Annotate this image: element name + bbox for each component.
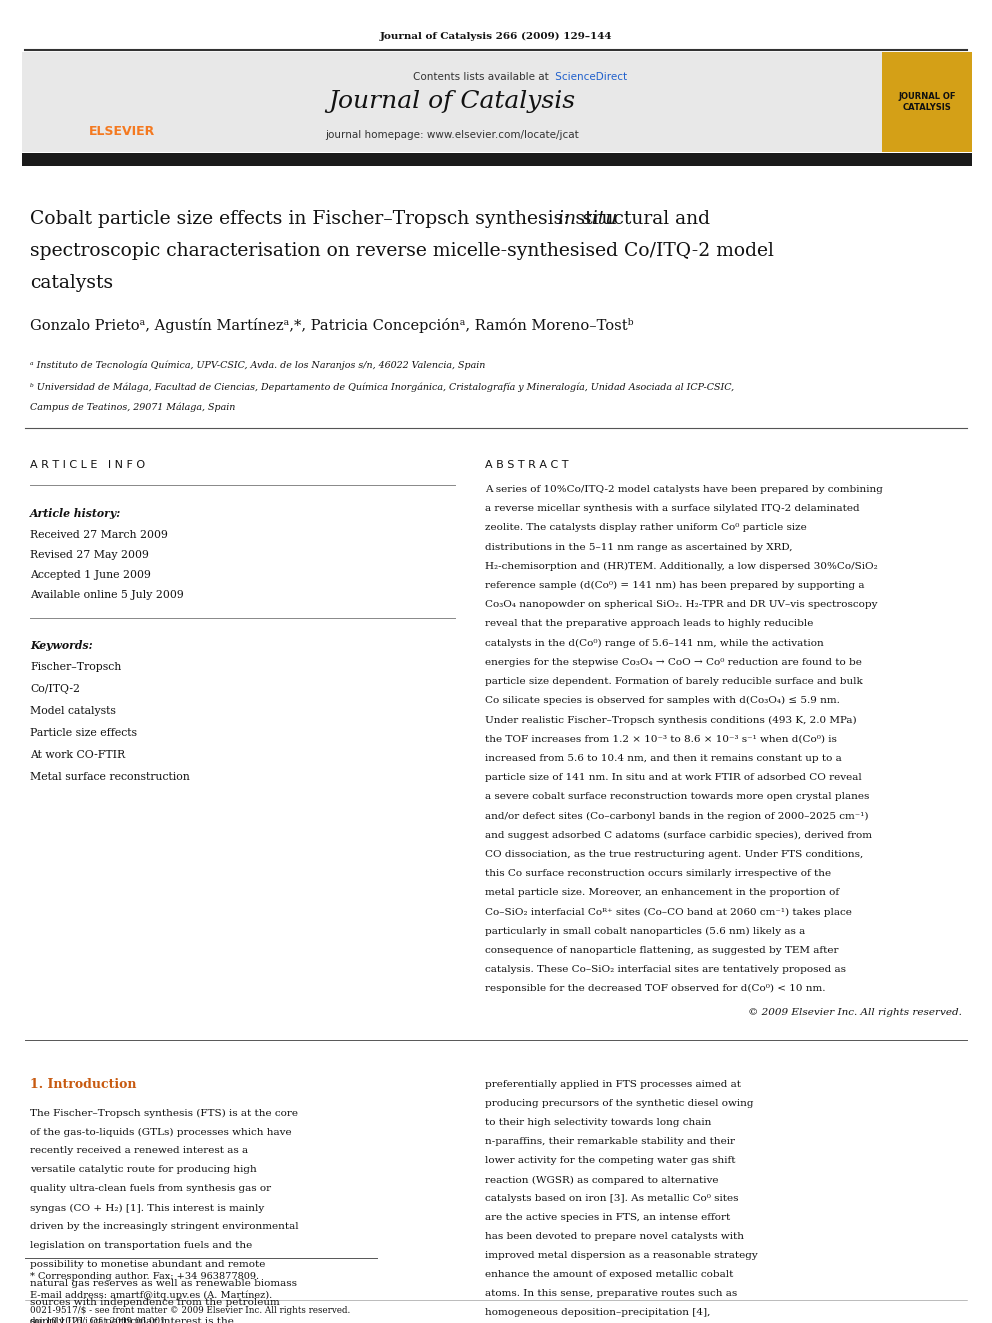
Text: reaction (WGSR) as compared to alternative: reaction (WGSR) as compared to alternati… <box>485 1175 718 1184</box>
Text: and suggest adsorbed C adatoms (surface carbidic species), derived from: and suggest adsorbed C adatoms (surface … <box>485 831 872 840</box>
Text: of the gas-to-liquids (GTLs) processes which have: of the gas-to-liquids (GTLs) processes w… <box>30 1127 292 1136</box>
Text: particularly in small cobalt nanoparticles (5.6 nm) likely as a: particularly in small cobalt nanoparticl… <box>485 926 806 935</box>
Text: catalysis. These Co–SiO₂ interfacial sites are tentatively proposed as: catalysis. These Co–SiO₂ interfacial sit… <box>485 964 846 974</box>
Text: n-paraffins, their remarkable stability and their: n-paraffins, their remarkable stability … <box>485 1138 735 1147</box>
Text: The Fischer–Tropsch synthesis (FTS) is at the core: The Fischer–Tropsch synthesis (FTS) is a… <box>30 1109 298 1118</box>
Text: energies for the stepwise Co₃O₄ → CoO → Co⁰ reduction are found to be: energies for the stepwise Co₃O₄ → CoO → … <box>485 658 862 667</box>
FancyBboxPatch shape <box>22 52 882 152</box>
Text: catalysts based on iron [3]. As metallic Co⁰ sites: catalysts based on iron [3]. As metallic… <box>485 1195 738 1204</box>
Text: this Co surface reconstruction occurs similarly irrespective of the: this Co surface reconstruction occurs si… <box>485 869 831 878</box>
Text: particle size dependent. Formation of barely reducible surface and bulk: particle size dependent. Formation of ba… <box>485 677 863 687</box>
Text: in situ: in situ <box>30 210 617 228</box>
Text: Metal surface reconstruction: Metal surface reconstruction <box>30 773 189 782</box>
Text: enhance the amount of exposed metallic cobalt: enhance the amount of exposed metallic c… <box>485 1270 733 1279</box>
Text: Under realistic Fischer–Tropsch synthesis conditions (493 K, 2.0 MPa): Under realistic Fischer–Tropsch synthesi… <box>485 716 857 725</box>
Text: Received 27 March 2009: Received 27 March 2009 <box>30 531 168 540</box>
FancyBboxPatch shape <box>882 52 972 152</box>
Text: Accepted 1 June 2009: Accepted 1 June 2009 <box>30 570 151 579</box>
FancyBboxPatch shape <box>22 153 972 165</box>
Text: 1. Introduction: 1. Introduction <box>30 1078 137 1091</box>
Text: responsible for the decreased TOF observed for d(Co⁰) < 10 nm.: responsible for the decreased TOF observ… <box>485 984 825 994</box>
Text: producing precursors of the synthetic diesel owing: producing precursors of the synthetic di… <box>485 1099 754 1109</box>
Text: Revised 27 May 2009: Revised 27 May 2009 <box>30 550 149 560</box>
Text: a reverse micellar synthesis with a surface silylated ITQ-2 delaminated: a reverse micellar synthesis with a surf… <box>485 504 860 513</box>
Text: a severe cobalt surface reconstruction towards more open crystal planes: a severe cobalt surface reconstruction t… <box>485 792 869 802</box>
Text: ELSEVIER: ELSEVIER <box>89 124 155 138</box>
Text: natural gas reserves as well as renewable biomass: natural gas reserves as well as renewabl… <box>30 1279 297 1289</box>
Text: At work CO-FTIR: At work CO-FTIR <box>30 750 125 759</box>
Text: A R T I C L E   I N F O: A R T I C L E I N F O <box>30 460 145 470</box>
Text: spectroscopic characterisation on reverse micelle-synthesised Co/ITQ-2 model: spectroscopic characterisation on revers… <box>30 242 774 261</box>
Text: Journal of Catalysis: Journal of Catalysis <box>328 90 575 112</box>
Text: ᵃ Instituto de Tecnología Química, UPV-CSIC, Avda. de los Naranjos s/n, 46022 Va: ᵃ Instituto de Tecnología Química, UPV-C… <box>30 360 485 369</box>
Text: A series of 10%Co/ITQ-2 model catalysts have been prepared by combining: A series of 10%Co/ITQ-2 model catalysts … <box>485 486 883 493</box>
Text: doi:10.1016/j.jcat.2009.06.001: doi:10.1016/j.jcat.2009.06.001 <box>30 1316 167 1323</box>
Text: reference sample (d(Co⁰) = 141 nm) has been prepared by supporting a: reference sample (d(Co⁰) = 141 nm) has b… <box>485 581 864 590</box>
Text: Fischer–Tropsch: Fischer–Tropsch <box>30 662 121 672</box>
Text: H₂-chemisorption and (HR)TEM. Additionally, a low dispersed 30%Co/SiO₂: H₂-chemisorption and (HR)TEM. Additional… <box>485 562 878 572</box>
Text: ᵇ Universidad de Málaga, Facultad de Ciencias, Departamento de Química Inorgánic: ᵇ Universidad de Málaga, Facultad de Cie… <box>30 382 734 392</box>
Text: Campus de Teatinos, 29071 Málaga, Spain: Campus de Teatinos, 29071 Málaga, Spain <box>30 402 235 411</box>
Text: journal homepage: www.elsevier.com/locate/jcat: journal homepage: www.elsevier.com/locat… <box>325 130 579 140</box>
Text: Gonzalo Prietoᵃ, Agustín Martínezᵃ,*, Patricia Concepciónᵃ, Ramón Moreno–Tostᵇ: Gonzalo Prietoᵃ, Agustín Martínezᵃ,*, Pa… <box>30 318 634 333</box>
Text: legislation on transportation fuels and the: legislation on transportation fuels and … <box>30 1241 252 1250</box>
Text: Available online 5 July 2009: Available online 5 July 2009 <box>30 590 184 601</box>
Text: lower activity for the competing water gas shift: lower activity for the competing water g… <box>485 1156 735 1166</box>
Text: atoms. In this sense, preparative routes such as: atoms. In this sense, preparative routes… <box>485 1290 737 1298</box>
Text: increased from 5.6 to 10.4 nm, and then it remains constant up to a: increased from 5.6 to 10.4 nm, and then … <box>485 754 842 763</box>
Text: homogeneous deposition–precipitation [4],: homogeneous deposition–precipitation [4]… <box>485 1308 710 1318</box>
Text: reveal that the preparative approach leads to highly reducible: reveal that the preparative approach lea… <box>485 619 813 628</box>
Text: Journal of Catalysis 266 (2009) 129–144: Journal of Catalysis 266 (2009) 129–144 <box>380 32 612 41</box>
Text: Article history:: Article history: <box>30 508 121 519</box>
Text: Co/ITQ-2: Co/ITQ-2 <box>30 684 80 695</box>
Text: driven by the increasingly stringent environmental: driven by the increasingly stringent env… <box>30 1222 299 1232</box>
Text: * Corresponding author. Fax: +34 963877809.: * Corresponding author. Fax: +34 9638778… <box>30 1271 259 1281</box>
Text: has been devoted to prepare novel catalysts with: has been devoted to prepare novel cataly… <box>485 1233 744 1241</box>
Text: particle size of 141 nm. In situ and at work FTIR of adsorbed CO reveal: particle size of 141 nm. In situ and at … <box>485 773 862 782</box>
Text: the TOF increases from 1.2 × 10⁻³ to 8.6 × 10⁻³ s⁻¹ when d(Co⁰) is: the TOF increases from 1.2 × 10⁻³ to 8.6… <box>485 734 837 744</box>
Text: Cobalt particle size effects in Fischer–Tropsch synthesis: structural and: Cobalt particle size effects in Fischer–… <box>30 210 742 228</box>
Text: versatile catalytic route for producing high: versatile catalytic route for producing … <box>30 1166 257 1175</box>
Text: © 2009 Elsevier Inc. All rights reserved.: © 2009 Elsevier Inc. All rights reserved… <box>748 1008 962 1017</box>
Text: JOURNAL OF
CATALYSIS: JOURNAL OF CATALYSIS <box>898 93 955 111</box>
Text: sources with independence from the petroleum: sources with independence from the petro… <box>30 1298 280 1307</box>
Text: are the active species in FTS, an intense effort: are the active species in FTS, an intens… <box>485 1213 730 1222</box>
Text: metal particle size. Moreover, an enhancement in the proportion of: metal particle size. Moreover, an enhanc… <box>485 888 839 897</box>
Text: and/or defect sites (Co–carbonyl bands in the region of 2000–2025 cm⁻¹): and/or defect sites (Co–carbonyl bands i… <box>485 811 869 820</box>
Text: Keywords:: Keywords: <box>30 640 92 651</box>
Text: ScienceDirect: ScienceDirect <box>552 71 627 82</box>
Text: catalysts in the d(Co⁰) range of 5.6–141 nm, while the activation: catalysts in the d(Co⁰) range of 5.6–141… <box>485 639 823 648</box>
Text: Particle size effects: Particle size effects <box>30 728 137 738</box>
Text: Co silicate species is observed for samples with d(Co₃O₄) ≤ 5.9 nm.: Co silicate species is observed for samp… <box>485 696 840 705</box>
Text: supply [2]. Of particular interest is the: supply [2]. Of particular interest is th… <box>30 1318 234 1323</box>
Text: 0021-9517/$ - see front matter © 2009 Elsevier Inc. All rights reserved.: 0021-9517/$ - see front matter © 2009 El… <box>30 1306 350 1315</box>
Text: consequence of nanoparticle flattening, as suggested by TEM after: consequence of nanoparticle flattening, … <box>485 946 838 955</box>
Text: improved metal dispersion as a reasonable strategy: improved metal dispersion as a reasonabl… <box>485 1252 758 1261</box>
Text: zeolite. The catalysts display rather uniform Co⁰ particle size: zeolite. The catalysts display rather un… <box>485 524 806 532</box>
Text: to their high selectivity towards long chain: to their high selectivity towards long c… <box>485 1118 711 1127</box>
Text: quality ultra-clean fuels from synthesis gas or: quality ultra-clean fuels from synthesis… <box>30 1184 271 1193</box>
Text: CO dissociation, as the true restructuring agent. Under FTS conditions,: CO dissociation, as the true restructuri… <box>485 849 863 859</box>
Text: distributions in the 5–11 nm range as ascertained by XRD,: distributions in the 5–11 nm range as as… <box>485 542 793 552</box>
Text: E-mail address: amartf@itq.upv.es (A. Martínez).: E-mail address: amartf@itq.upv.es (A. Ma… <box>30 1290 272 1299</box>
Text: A B S T R A C T: A B S T R A C T <box>485 460 568 470</box>
Text: possibility to monetise abundant and remote: possibility to monetise abundant and rem… <box>30 1261 266 1269</box>
Text: syngas (CO + H₂) [1]. This interest is mainly: syngas (CO + H₂) [1]. This interest is m… <box>30 1204 264 1212</box>
Text: recently received a renewed interest as a: recently received a renewed interest as … <box>30 1147 248 1155</box>
Text: Co₃O₄ nanopowder on spherical SiO₂. H₂-TPR and DR UV–vis spectroscopy: Co₃O₄ nanopowder on spherical SiO₂. H₂-T… <box>485 601 878 609</box>
Text: catalysts: catalysts <box>30 274 113 292</box>
Text: Co–SiO₂ interfacial Coᴿ⁺ sites (Co–CO band at 2060 cm⁻¹) takes place: Co–SiO₂ interfacial Coᴿ⁺ sites (Co–CO ba… <box>485 908 852 917</box>
Text: Model catalysts: Model catalysts <box>30 706 116 716</box>
Text: Contents lists available at: Contents lists available at <box>413 71 552 82</box>
Text: preferentially applied in FTS processes aimed at: preferentially applied in FTS processes … <box>485 1081 741 1089</box>
